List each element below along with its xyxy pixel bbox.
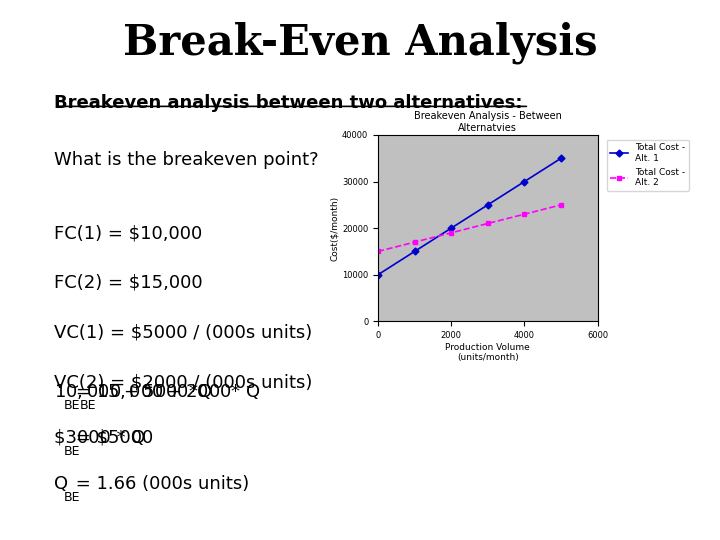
Legend: Total Cost -
Alt. 1, Total Cost -
Alt. 2: Total Cost - Alt. 1, Total Cost - Alt. 2	[606, 139, 689, 191]
Text: BE: BE	[63, 490, 80, 504]
Total Cost -
Alt. 2	[410, 239, 419, 245]
Total Cost -
Alt. 2	[520, 211, 528, 218]
Total Cost -
Alt. 1	[410, 248, 419, 255]
Text: What is the breakeven point?: What is the breakeven point?	[54, 151, 319, 169]
Line: Total Cost -
Alt. 2: Total Cost - Alt. 2	[376, 202, 564, 254]
Text: Breakeven analysis between two alternatives:: Breakeven analysis between two alternati…	[54, 94, 523, 112]
Text: = $15,000 + $2000* Q: = $15,000 + $2000* Q	[70, 382, 261, 401]
Text: $3000 * Q: $3000 * Q	[54, 429, 145, 447]
Text: $10,000 + $5000*Q: $10,000 + $5000*Q	[54, 382, 212, 401]
Total Cost -
Alt. 2	[484, 220, 492, 227]
Text: = 1.66 (000s units): = 1.66 (000s units)	[70, 475, 249, 492]
Text: Break-Even Analysis: Break-Even Analysis	[122, 22, 598, 64]
Text: FC(2) = $15,000: FC(2) = $15,000	[54, 274, 202, 292]
Text: VC(2) = $2000 / (000s units): VC(2) = $2000 / (000s units)	[54, 373, 312, 391]
Y-axis label: Cost($/month): Cost($/month)	[330, 195, 339, 261]
Text: FC(1) = $10,000: FC(1) = $10,000	[54, 224, 202, 242]
Text: Q: Q	[54, 475, 68, 492]
X-axis label: Production Volume
(units/month): Production Volume (units/month)	[446, 343, 530, 362]
Total Cost -
Alt. 1	[484, 201, 492, 208]
Title: Breakeven Analysis - Between
Alternatvies: Breakeven Analysis - Between Alternatvie…	[414, 111, 562, 133]
Text: VC(1) = $5000 / (000s units): VC(1) = $5000 / (000s units)	[54, 323, 312, 341]
Total Cost -
Alt. 1	[374, 272, 382, 278]
Total Cost -
Alt. 1	[447, 225, 456, 231]
Total Cost -
Alt. 1	[557, 155, 565, 161]
Total Cost -
Alt. 2	[557, 201, 565, 208]
Total Cost -
Alt. 1	[520, 178, 528, 185]
Text: = $5000: = $5000	[70, 429, 153, 447]
Text: BE: BE	[63, 399, 80, 412]
Text: BE: BE	[63, 444, 80, 458]
Total Cost -
Alt. 2	[374, 248, 382, 255]
Text: BE: BE	[79, 399, 96, 412]
Total Cost -
Alt. 2	[447, 230, 456, 236]
Line: Total Cost -
Alt. 1: Total Cost - Alt. 1	[376, 156, 564, 277]
